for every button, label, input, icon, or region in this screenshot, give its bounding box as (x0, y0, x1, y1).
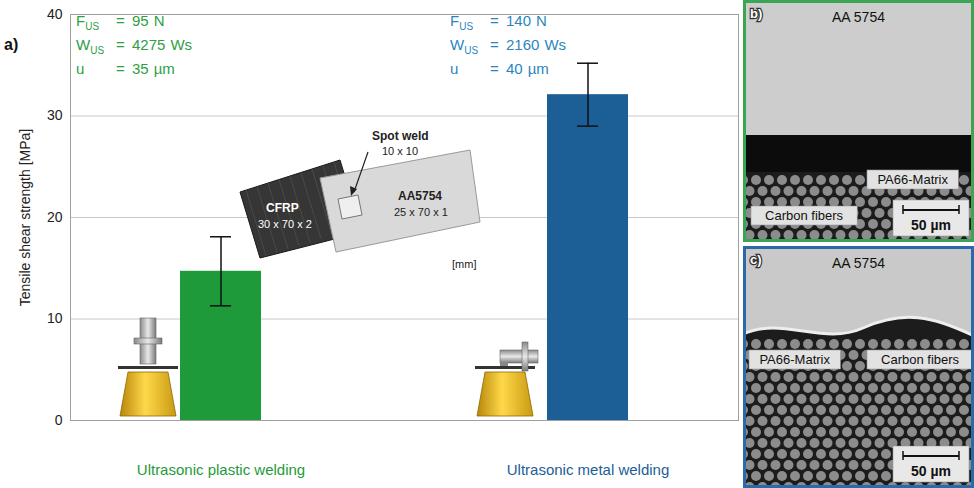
svg-text:30: 30 (47, 107, 63, 123)
svg-text:Spot weld: Spot weld (372, 129, 429, 143)
svg-text:[mm]: [mm] (452, 258, 476, 270)
html-text:WUS: WUS (450, 36, 479, 56)
html-text:FUS: FUS (450, 12, 474, 32)
svg-text:AA5754: AA5754 (398, 189, 442, 203)
svg-text:50 µm: 50 µm (911, 463, 951, 479)
html-text:WUS: WUS (76, 36, 105, 56)
svg-text:0: 0 (55, 412, 63, 428)
svg-text:PA66-Matrix: PA66-Matrix (759, 352, 830, 367)
html-text:140 N: 140 N (506, 12, 547, 29)
svg-text:Ultrasonic plastic welding: Ultrasonic plastic welding (137, 461, 305, 478)
html-text:95 N: 95 N (132, 12, 165, 29)
svg-text:25 x 70 x 1: 25 x 70 x 1 (394, 206, 448, 218)
svg-text:20: 20 (47, 209, 63, 225)
html-text:FUS: FUS (76, 12, 100, 32)
svg-text:AA 5754: AA 5754 (832, 255, 885, 271)
svg-text:CFRP: CFRP (266, 201, 299, 215)
svg-text:c): c) (750, 252, 762, 267)
html-text:2160 Ws: 2160 Ws (506, 36, 566, 53)
html-text:u: u (450, 60, 459, 77)
svg-text:50 µm: 50 µm (911, 217, 951, 233)
html-text:35 µm: 35 µm (132, 60, 175, 77)
svg-text:Tensile shear strength [MPa]: Tensile shear strength [MPa] (17, 129, 33, 306)
svg-text:30 x 70 x 2: 30 x 70 x 2 (258, 218, 312, 230)
html-text:4275 Ws: 4275 Ws (132, 36, 192, 53)
svg-text:AA 5754: AA 5754 (832, 9, 885, 25)
svg-text:10: 10 (47, 310, 63, 326)
svg-text:10 x 10: 10 x 10 (382, 145, 418, 157)
html-text:40 µm: 40 µm (506, 60, 549, 77)
svg-text:Ultrasonic metal welding: Ultrasonic metal welding (507, 461, 670, 478)
svg-text:Carbon fibers: Carbon fibers (765, 208, 844, 223)
svg-text:Carbon fibers: Carbon fibers (881, 352, 960, 367)
html-text:u: u (76, 60, 85, 77)
svg-text:PA66-Matrix: PA66-Matrix (877, 172, 948, 187)
svg-text:40: 40 (47, 6, 63, 22)
html-text:a): a) (4, 36, 19, 53)
svg-text:b): b) (750, 6, 762, 21)
